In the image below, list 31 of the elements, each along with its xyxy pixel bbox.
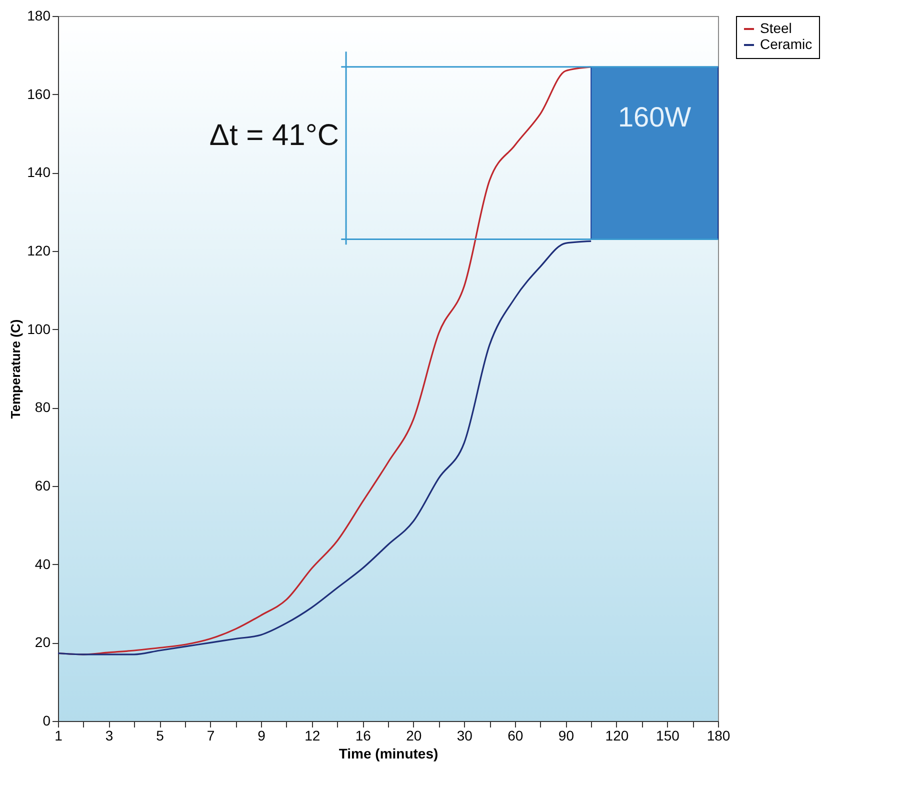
x-axis-title: Time (minutes)	[338, 746, 438, 762]
y-tick-label: 100	[27, 320, 51, 337]
line-series	[57, 240, 592, 656]
x-tick-label: 20	[406, 728, 422, 744]
annotation: Δt = 41°C	[209, 118, 340, 152]
x-tick-label: 180	[706, 728, 730, 744]
x-tick-label: 30	[456, 728, 473, 744]
x-tick-label: 16	[355, 728, 372, 744]
x-tick-label: 120	[605, 728, 629, 744]
y-tick-label: 20	[34, 634, 51, 650]
y-axis-title: Temperature (C)	[8, 319, 24, 419]
x-tick-label: 150	[656, 728, 680, 744]
x-tick-label: 12	[304, 728, 320, 744]
y-tick-label: 160	[27, 86, 51, 102]
legend-label: Steel	[760, 20, 792, 36]
y-tick-label: 60	[34, 478, 51, 494]
y-tick-label: 140	[27, 164, 51, 180]
x-tick-label: 1	[54, 728, 63, 744]
y-tick-label: 0	[42, 712, 51, 728]
x-tick-label: 7	[206, 728, 215, 744]
x-tick-label: 3	[105, 728, 114, 744]
x-tick-label: 90	[558, 728, 574, 744]
y-tick-label: 180	[27, 8, 51, 24]
x-tick-label: 9	[258, 728, 266, 744]
y-tick-label: 120	[27, 242, 51, 258]
legend-label: Ceramic	[760, 36, 812, 52]
y-tick-label: 80	[34, 399, 51, 416]
y-tick-label: 40	[34, 556, 51, 572]
x-tick-label: 60	[508, 728, 524, 744]
x-tick-label: 5	[156, 728, 164, 744]
band-label: 160W	[618, 102, 692, 133]
